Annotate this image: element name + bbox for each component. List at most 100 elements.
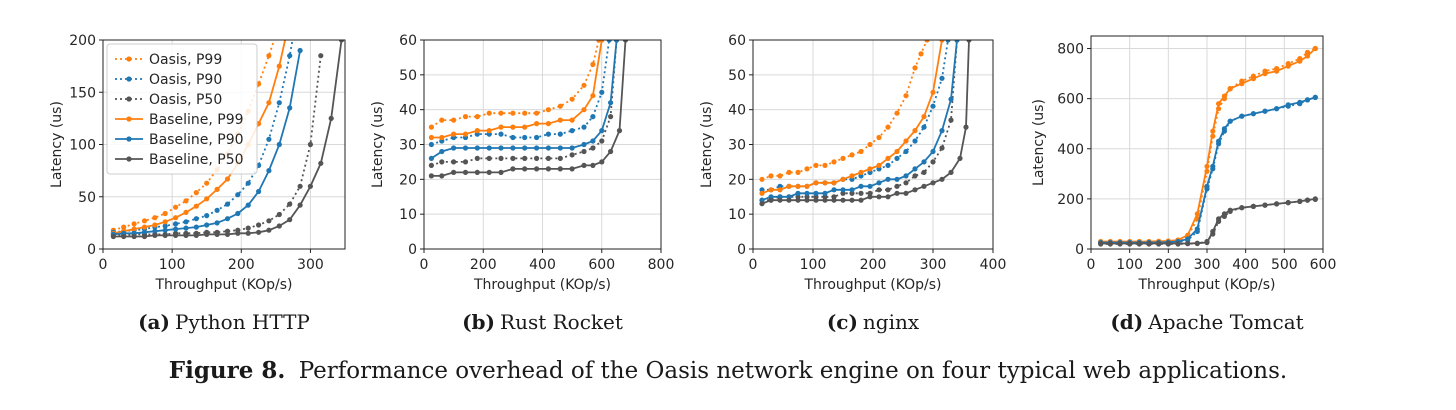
data-point <box>849 152 855 158</box>
series-line <box>1100 198 1316 245</box>
data-point <box>214 231 220 237</box>
data-point <box>1262 202 1268 208</box>
data-point <box>204 231 210 237</box>
legend-marker <box>126 116 132 122</box>
y-axis-label: Latency (us) <box>370 101 386 188</box>
x-tick-label: 100 <box>800 257 827 273</box>
data-point <box>498 131 504 137</box>
x-tick-label: 0 <box>420 257 429 273</box>
data-point <box>894 190 900 196</box>
data-point <box>245 225 251 231</box>
y-tick-label: 0 <box>1075 242 1084 258</box>
data-point <box>840 155 846 161</box>
data-point <box>912 138 918 144</box>
data-point <box>1156 240 1162 247</box>
data-point <box>1216 216 1222 222</box>
data-point <box>557 145 563 151</box>
data-point <box>462 169 469 175</box>
data-point <box>867 141 873 148</box>
data-point <box>831 197 837 203</box>
y-tick-label: 10 <box>399 207 417 223</box>
data-point <box>545 145 552 151</box>
data-point <box>297 202 303 208</box>
data-point <box>921 169 927 175</box>
data-point <box>522 134 528 141</box>
data-point <box>614 40 620 43</box>
data-point <box>121 224 127 230</box>
y-axis-label: Latency (us) <box>699 101 715 188</box>
legend-label: Baseline, P50 <box>149 152 244 168</box>
y-axis-label: Latency (us) <box>1031 99 1047 186</box>
x-tick-label: 600 <box>1310 257 1337 273</box>
data-point <box>569 145 575 151</box>
data-point <box>599 159 605 165</box>
data-point <box>939 128 945 134</box>
data-point <box>885 162 891 168</box>
data-point <box>939 176 945 182</box>
data-point <box>1312 94 1318 100</box>
legend-label: Oasis, P99 <box>149 52 222 68</box>
data-point <box>152 232 158 238</box>
data-point <box>266 218 272 224</box>
data-point <box>608 100 614 106</box>
data-point <box>777 197 783 203</box>
data-point <box>498 145 504 151</box>
data-point <box>581 148 587 155</box>
data-point <box>486 155 492 161</box>
data-point <box>224 231 231 237</box>
series-line <box>431 40 627 177</box>
data-point <box>948 96 954 102</box>
data-point <box>858 183 864 189</box>
y-tick-label: 50 <box>78 190 96 206</box>
y-tick-label: 400 <box>1057 142 1084 158</box>
data-point <box>522 124 528 130</box>
data-point <box>1297 58 1303 64</box>
data-point <box>786 183 792 189</box>
data-point <box>462 131 469 137</box>
data-point <box>462 145 469 151</box>
data-point <box>1304 97 1311 103</box>
data-point <box>939 145 945 151</box>
data-point <box>1262 71 1268 77</box>
data-point <box>768 197 774 203</box>
data-point <box>214 207 220 213</box>
legend-marker <box>126 136 132 142</box>
data-point <box>522 110 528 116</box>
data-point <box>204 213 210 219</box>
y-tick-label: 150 <box>69 85 96 101</box>
data-point <box>1210 163 1216 169</box>
data-point <box>451 145 457 151</box>
data-point <box>885 176 891 182</box>
legend-label: Oasis, P90 <box>149 72 222 88</box>
y-tick-label: 0 <box>408 242 417 258</box>
data-point <box>141 224 148 230</box>
data-point <box>858 197 864 203</box>
data-point <box>822 180 828 186</box>
data-point <box>1250 111 1256 117</box>
data-point <box>894 110 900 116</box>
data-point <box>795 197 801 203</box>
data-point <box>193 190 199 196</box>
data-point <box>1227 207 1233 213</box>
y-tick-label: 40 <box>728 103 746 119</box>
y-tick-label: 10 <box>728 207 746 223</box>
data-point <box>858 190 864 196</box>
data-point <box>1274 201 1280 207</box>
data-point <box>183 219 189 225</box>
data-point <box>121 233 127 240</box>
y-tick-label: 30 <box>728 138 746 154</box>
data-point <box>849 187 855 193</box>
data-point <box>930 148 936 155</box>
data-point <box>1227 86 1233 92</box>
data-point <box>1285 102 1291 108</box>
y-tick-label: 200 <box>1057 192 1084 208</box>
data-point <box>534 145 540 151</box>
legend-marker <box>126 76 132 82</box>
legend-marker <box>126 156 132 162</box>
data-point <box>152 215 158 221</box>
data-point <box>131 226 137 232</box>
data-point <box>840 197 846 203</box>
data-point <box>921 114 927 120</box>
data-point <box>921 183 927 189</box>
data-point <box>1216 138 1222 144</box>
